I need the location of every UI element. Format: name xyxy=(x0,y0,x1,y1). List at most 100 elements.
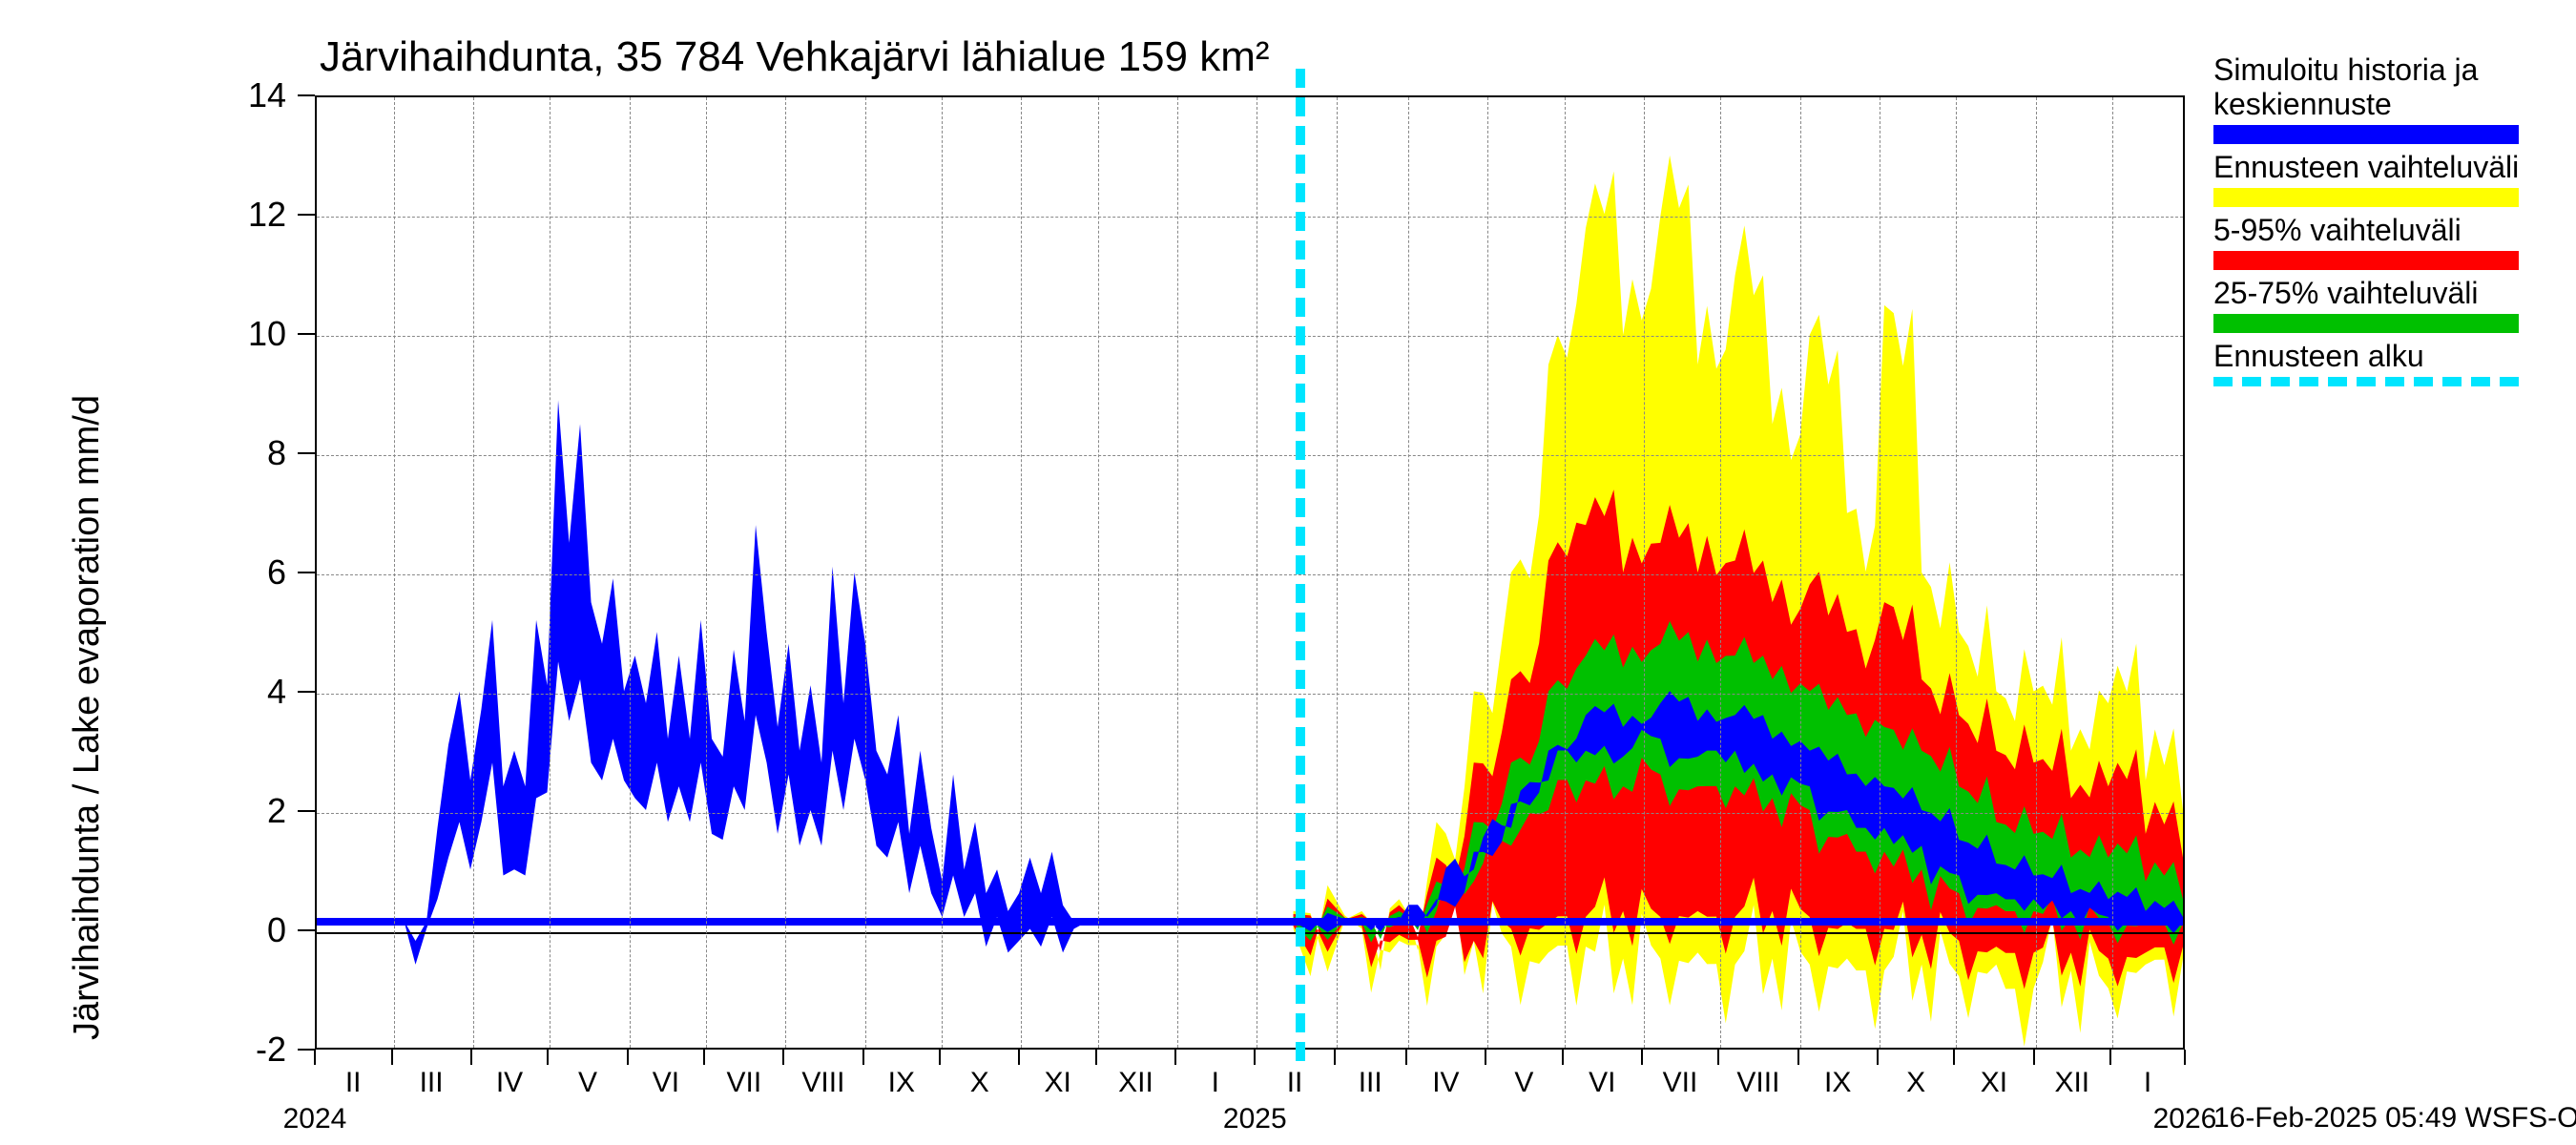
gridline-v xyxy=(1408,97,1409,1048)
gridline-h xyxy=(317,813,2183,814)
xtick xyxy=(939,1050,941,1065)
data-svg xyxy=(317,97,2183,1048)
legend-swatch xyxy=(2213,125,2519,144)
month-label: III xyxy=(420,1067,444,1099)
month-label: VIII xyxy=(1736,1067,1779,1099)
gridline-v xyxy=(473,97,474,1048)
chart-container: Järvihaihdunta, 35 784 Vehkajärvi lähial… xyxy=(0,0,2576,1145)
xtick xyxy=(470,1050,472,1065)
gridline-v xyxy=(865,97,866,1048)
ytick-label: 6 xyxy=(210,552,286,593)
xtick xyxy=(1254,1050,1256,1065)
xtick xyxy=(1797,1050,1799,1065)
legend-label: Ennusteen vaihteluväli xyxy=(2213,150,2519,184)
xtick xyxy=(862,1050,864,1065)
month-label: XII xyxy=(1118,1067,1153,1099)
month-label: VIII xyxy=(801,1067,844,1099)
ytick xyxy=(298,691,315,693)
month-label: X xyxy=(970,1067,989,1099)
xtick xyxy=(1877,1050,1879,1065)
legend-swatch xyxy=(2213,251,2519,270)
gridline-h xyxy=(317,336,2183,337)
history-band xyxy=(317,400,1294,964)
legend-label: Simuloitu historia ja keskiennuste xyxy=(2213,52,2519,121)
month-label: X xyxy=(1906,1067,1925,1099)
ytick-label: 0 xyxy=(210,910,286,950)
xtick xyxy=(391,1050,393,1065)
legend-entry: Ennusteen vaihteluväli xyxy=(2213,150,2519,207)
ytick-label: 10 xyxy=(210,314,286,354)
gridline-h xyxy=(317,217,2183,218)
ytick xyxy=(298,333,315,335)
xtick xyxy=(1717,1050,1719,1065)
gridline-h xyxy=(317,574,2183,575)
gridline-v xyxy=(1021,97,1022,1048)
month-label: XII xyxy=(2054,1067,2089,1099)
xtick xyxy=(1953,1050,1955,1065)
xtick xyxy=(314,1050,316,1065)
ytick-label: 4 xyxy=(210,672,286,712)
xtick xyxy=(703,1050,705,1065)
gridline-v xyxy=(630,97,631,1048)
year-label: 2025 xyxy=(1223,1103,1287,1135)
gridline-v xyxy=(1487,97,1488,1048)
gridline-v xyxy=(1337,97,1338,1048)
xtick xyxy=(2033,1050,2035,1065)
gridline-h xyxy=(317,694,2183,695)
gridline-v xyxy=(550,97,551,1048)
gridline-v xyxy=(2036,97,2037,1048)
month-label: IX xyxy=(1824,1067,1851,1099)
year-label: 2026 xyxy=(2153,1103,2217,1135)
xtick xyxy=(1405,1050,1407,1065)
ytick-label: 2 xyxy=(210,791,286,831)
gridline-v xyxy=(1177,97,1178,1048)
xtick xyxy=(627,1050,629,1065)
legend-entry: Simuloitu historia ja keskiennuste xyxy=(2213,52,2519,144)
month-label: IV xyxy=(1432,1067,1459,1099)
month-label: IV xyxy=(496,1067,523,1099)
xtick xyxy=(1641,1050,1643,1065)
y-axis-label: Järvihaihdunta / Lake evaporation mm/d xyxy=(67,395,108,1040)
month-label: VI xyxy=(1589,1067,1615,1099)
plot-area xyxy=(315,95,2185,1050)
month-label: I xyxy=(1212,1067,1219,1099)
xtick xyxy=(1562,1050,1564,1065)
gridline-v xyxy=(942,97,943,1048)
ytick xyxy=(298,929,315,931)
gridline-v xyxy=(394,97,395,1048)
xtick xyxy=(1334,1050,1336,1065)
xtick xyxy=(1174,1050,1176,1065)
xtick xyxy=(2184,1050,2186,1065)
ytick-label: 8 xyxy=(210,433,286,473)
month-label: VII xyxy=(1663,1067,1698,1099)
chart-title: Järvihaihdunta, 35 784 Vehkajärvi lähial… xyxy=(320,33,1270,81)
month-label: XI xyxy=(1045,1067,1071,1099)
forecast-start-line xyxy=(1296,69,1305,1061)
gridline-v xyxy=(1098,97,1099,1048)
month-label: I xyxy=(2144,1067,2151,1099)
zero-line xyxy=(317,932,2183,934)
legend-label: Ennusteen alku xyxy=(2213,339,2519,373)
legend: Simuloitu historia ja keskiennuste Ennust… xyxy=(2213,52,2519,392)
gridline-v xyxy=(1720,97,1721,1048)
gridline-v xyxy=(1800,97,1801,1048)
xtick xyxy=(547,1050,549,1065)
month-label: VII xyxy=(726,1067,761,1099)
month-label: IX xyxy=(888,1067,915,1099)
month-label: V xyxy=(578,1067,597,1099)
ytick xyxy=(298,810,315,812)
month-label: II xyxy=(345,1067,362,1099)
xtick xyxy=(2109,1050,2111,1065)
footer-timestamp: 16-Feb-2025 05:49 WSFS-O xyxy=(2213,1102,2576,1135)
ytick xyxy=(298,452,315,454)
month-label: V xyxy=(1514,1067,1533,1099)
gridline-v xyxy=(706,97,707,1048)
legend-label: 25-75% vaihteluväli xyxy=(2213,276,2519,310)
ytick xyxy=(298,214,315,216)
gridline-v xyxy=(2112,97,2113,1048)
legend-entry: Ennusteen alku xyxy=(2213,339,2519,386)
xtick xyxy=(1485,1050,1486,1065)
month-label: III xyxy=(1359,1067,1382,1099)
ytick-label: -2 xyxy=(210,1030,286,1070)
legend-entry: 5-95% vaihteluväli xyxy=(2213,213,2519,270)
